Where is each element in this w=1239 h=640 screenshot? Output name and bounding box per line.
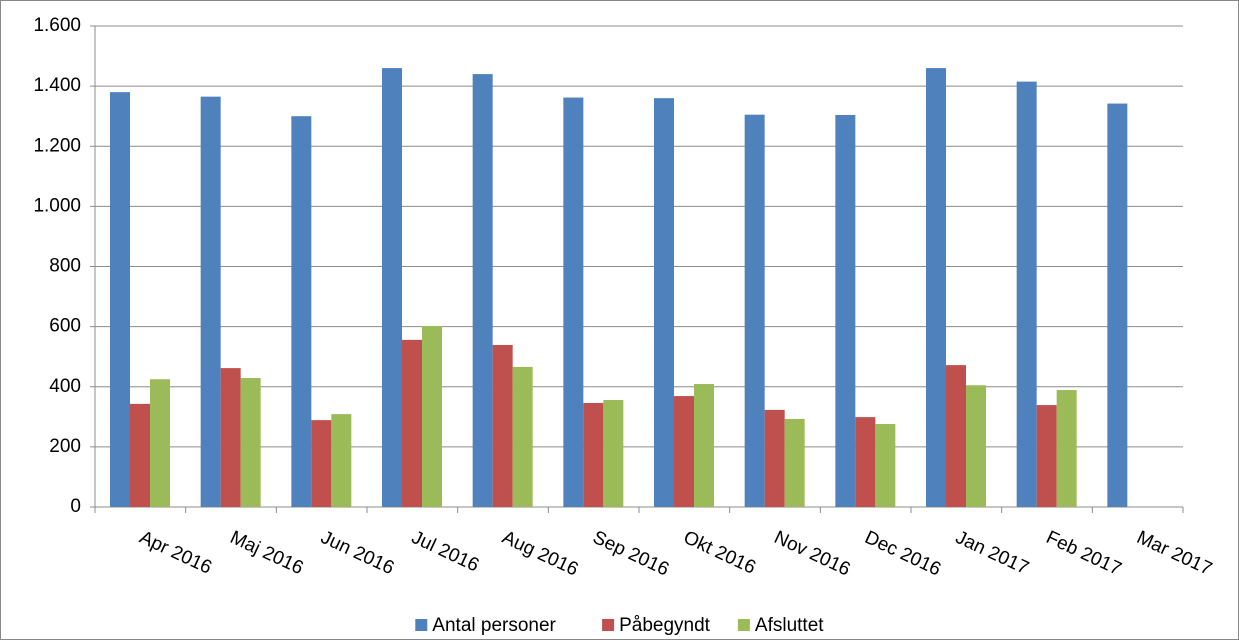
bar <box>1036 405 1057 507</box>
bar <box>784 418 805 507</box>
legend-label: Afsluttet <box>755 615 824 636</box>
bar <box>110 92 130 507</box>
y-tick-label: 1.200 <box>33 135 81 156</box>
bar <box>150 379 170 507</box>
bar <box>492 344 513 507</box>
bar <box>583 402 604 507</box>
y-tick-label: 600 <box>49 316 81 337</box>
bar <box>1016 81 1037 507</box>
legend-label: Antal personer <box>432 615 556 636</box>
bar <box>855 417 876 507</box>
bar <box>200 96 221 507</box>
legend-swatch <box>415 619 428 631</box>
bar <box>382 68 402 508</box>
bar <box>563 97 584 507</box>
bar <box>744 114 765 507</box>
bar <box>472 74 493 507</box>
bar <box>694 384 714 507</box>
bar <box>674 396 694 507</box>
y-tick-label: 200 <box>49 436 81 457</box>
legend-swatch <box>737 619 750 631</box>
bar <box>966 385 986 507</box>
y-tick-label: 1.000 <box>33 195 81 216</box>
bar <box>764 409 785 507</box>
bar <box>1107 103 1128 507</box>
bar <box>311 420 332 507</box>
bar <box>875 424 896 507</box>
bar <box>1056 390 1077 507</box>
bar <box>291 116 312 507</box>
bar <box>130 403 150 507</box>
bar <box>654 98 674 508</box>
y-tick-label: 400 <box>49 376 81 397</box>
bar <box>331 414 352 507</box>
bar <box>946 365 966 507</box>
bar <box>240 378 261 507</box>
bar <box>512 366 533 507</box>
bar <box>422 326 442 507</box>
y-tick-label: 1.600 <box>33 15 81 36</box>
bar <box>835 114 856 508</box>
bar <box>220 368 241 507</box>
bar <box>603 399 624 507</box>
y-tick-label: 800 <box>49 256 81 277</box>
y-tick-label: 1.400 <box>33 75 81 96</box>
y-tick-label: 0 <box>70 496 81 517</box>
bar <box>926 68 946 508</box>
legend-label: Påbegyndt <box>619 615 711 636</box>
bar <box>402 339 422 507</box>
legend-swatch <box>602 619 615 631</box>
